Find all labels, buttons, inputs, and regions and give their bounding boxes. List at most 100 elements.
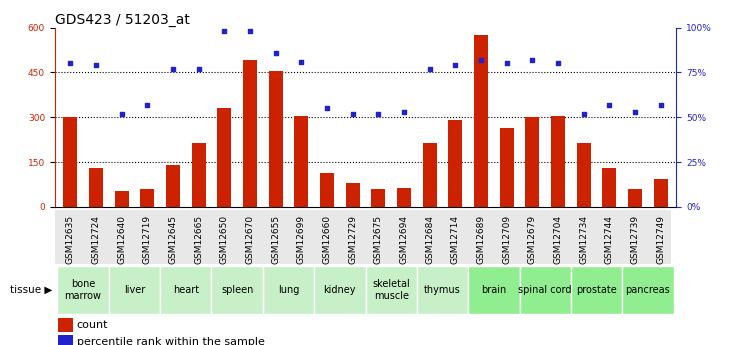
Text: GSM12640: GSM12640 [117, 215, 126, 264]
Bar [520, 266, 571, 314]
Bar [346, 183, 360, 207]
Text: skeletal
muscle: skeletal muscle [372, 279, 410, 300]
Text: kidney: kidney [324, 285, 356, 295]
Bar [109, 266, 160, 314]
Point [244, 28, 256, 34]
Text: brain: brain [481, 285, 507, 295]
Text: GDS423 / 51203_at: GDS423 / 51203_at [55, 12, 190, 27]
Point [424, 66, 436, 72]
Text: GSM12679: GSM12679 [528, 215, 537, 264]
Text: GSM12660: GSM12660 [322, 215, 331, 264]
Text: GSM12729: GSM12729 [348, 215, 357, 264]
Point [552, 61, 564, 66]
Point [655, 102, 667, 108]
Text: heart: heart [173, 285, 199, 295]
Bar [366, 266, 417, 314]
Bar [500, 128, 514, 207]
Bar [63, 117, 77, 207]
Text: GSM12744: GSM12744 [605, 215, 614, 264]
Bar [217, 108, 231, 207]
Bar [423, 143, 436, 207]
Bar [211, 266, 263, 314]
Bar [89, 168, 103, 207]
Point [373, 111, 385, 117]
Text: percentile rank within the sample: percentile rank within the sample [77, 337, 265, 345]
Text: GSM12719: GSM12719 [143, 215, 152, 264]
Text: GSM12684: GSM12684 [425, 215, 434, 264]
Bar [571, 266, 622, 314]
Bar [628, 189, 642, 207]
Text: GSM12739: GSM12739 [631, 215, 640, 264]
Point [398, 109, 410, 115]
Bar [526, 117, 539, 207]
Text: GSM12699: GSM12699 [297, 215, 306, 264]
Text: GSM12714: GSM12714 [451, 215, 460, 264]
Bar [371, 189, 385, 207]
Text: GSM12645: GSM12645 [168, 215, 178, 264]
Text: tissue ▶: tissue ▶ [10, 285, 52, 295]
Bar [263, 266, 314, 314]
Point [167, 66, 179, 72]
Bar [115, 190, 129, 207]
Text: lung: lung [278, 285, 299, 295]
Bar [58, 266, 109, 314]
Bar [417, 266, 468, 314]
Text: GSM12675: GSM12675 [374, 215, 383, 264]
Bar [58, 318, 73, 332]
Text: GSM12749: GSM12749 [656, 215, 665, 264]
Text: GSM12724: GSM12724 [91, 215, 100, 264]
Point [450, 62, 461, 68]
Text: prostate: prostate [576, 285, 617, 295]
Point [193, 66, 205, 72]
Text: bone
marrow: bone marrow [64, 279, 102, 300]
Point [501, 61, 512, 66]
Bar [243, 60, 257, 207]
Bar [268, 71, 283, 207]
Bar [622, 266, 673, 314]
Bar [166, 165, 180, 207]
Text: GSM12635: GSM12635 [66, 215, 75, 264]
Text: spinal cord: spinal cord [518, 285, 572, 295]
Bar [474, 35, 488, 207]
Point [629, 109, 641, 115]
Text: liver: liver [124, 285, 145, 295]
Text: pancreas: pancreas [626, 285, 670, 295]
Text: GSM12650: GSM12650 [220, 215, 229, 264]
Text: GSM12694: GSM12694 [400, 215, 409, 264]
Point [295, 59, 307, 65]
Bar [397, 188, 411, 207]
Bar [551, 116, 565, 207]
Bar [602, 168, 616, 207]
Text: GSM12734: GSM12734 [579, 215, 588, 264]
Bar [320, 172, 334, 207]
Point [604, 102, 616, 108]
Point [578, 111, 590, 117]
Bar [654, 179, 668, 207]
Text: thymus: thymus [424, 285, 461, 295]
Bar [160, 266, 211, 314]
Text: count: count [77, 321, 108, 330]
Bar [58, 335, 73, 345]
Point [321, 106, 333, 111]
Point [270, 50, 281, 56]
Text: GSM12655: GSM12655 [271, 215, 280, 264]
Bar [140, 189, 154, 207]
Point [526, 57, 538, 63]
Bar [192, 143, 205, 207]
Text: GSM12670: GSM12670 [246, 215, 254, 264]
Point [346, 111, 358, 117]
Text: GSM12689: GSM12689 [477, 215, 485, 264]
Point [90, 62, 102, 68]
Bar [295, 116, 308, 207]
Bar [314, 266, 366, 314]
Bar [448, 120, 463, 207]
Text: spleen: spleen [221, 285, 254, 295]
Text: GSM12709: GSM12709 [502, 215, 511, 264]
Bar [577, 143, 591, 207]
Point [141, 102, 153, 108]
Point [115, 111, 127, 117]
Bar [468, 266, 520, 314]
Text: GSM12665: GSM12665 [194, 215, 203, 264]
Text: GSM12704: GSM12704 [553, 215, 563, 264]
Point [219, 28, 230, 34]
